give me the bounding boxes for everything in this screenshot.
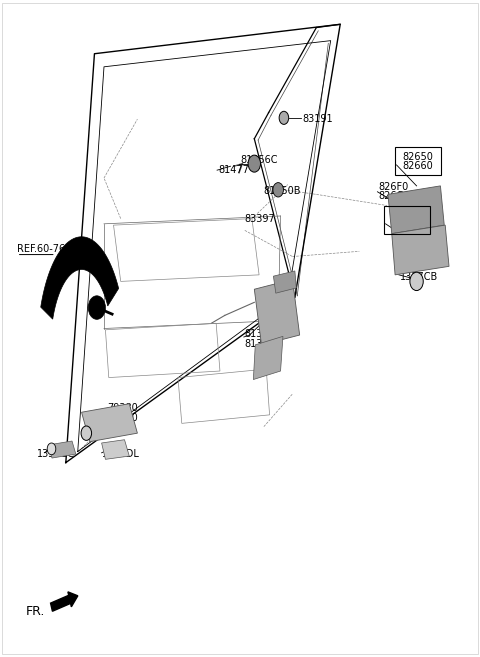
Polygon shape bbox=[388, 186, 444, 234]
Text: 81350B: 81350B bbox=[263, 186, 300, 196]
Polygon shape bbox=[48, 441, 76, 458]
Circle shape bbox=[81, 426, 92, 440]
FancyArrow shape bbox=[50, 592, 78, 611]
Polygon shape bbox=[41, 237, 119, 319]
Polygon shape bbox=[254, 279, 300, 345]
Text: 81456C: 81456C bbox=[240, 154, 277, 165]
Circle shape bbox=[410, 272, 423, 290]
Text: 1339CC: 1339CC bbox=[37, 449, 75, 459]
Polygon shape bbox=[102, 440, 129, 459]
Circle shape bbox=[88, 296, 106, 319]
Text: 83397: 83397 bbox=[245, 214, 276, 223]
Polygon shape bbox=[253, 336, 283, 380]
Text: 1125DL: 1125DL bbox=[102, 449, 140, 459]
Text: 826G1: 826G1 bbox=[390, 220, 422, 230]
Text: 82660: 82660 bbox=[402, 161, 433, 171]
Circle shape bbox=[273, 183, 283, 197]
Text: 82650: 82650 bbox=[402, 152, 433, 162]
Polygon shape bbox=[274, 271, 296, 293]
Circle shape bbox=[279, 111, 288, 124]
Text: 81310: 81310 bbox=[245, 328, 276, 339]
Text: REF.60-760: REF.60-760 bbox=[17, 244, 71, 254]
Polygon shape bbox=[392, 225, 449, 275]
Text: 81477: 81477 bbox=[218, 165, 250, 175]
Text: 81320: 81320 bbox=[245, 338, 276, 349]
Text: 1327CB: 1327CB bbox=[400, 273, 438, 283]
Polygon shape bbox=[82, 404, 137, 442]
Circle shape bbox=[248, 155, 261, 172]
Text: 83191: 83191 bbox=[302, 114, 333, 124]
Text: 826F0: 826F0 bbox=[378, 182, 408, 193]
Text: 79380: 79380 bbox=[108, 403, 138, 413]
Text: 826F1: 826F1 bbox=[390, 211, 420, 221]
Text: 79390: 79390 bbox=[108, 413, 138, 423]
Circle shape bbox=[47, 443, 56, 455]
Text: 826G0: 826G0 bbox=[378, 191, 410, 201]
Text: FR.: FR. bbox=[25, 604, 45, 618]
